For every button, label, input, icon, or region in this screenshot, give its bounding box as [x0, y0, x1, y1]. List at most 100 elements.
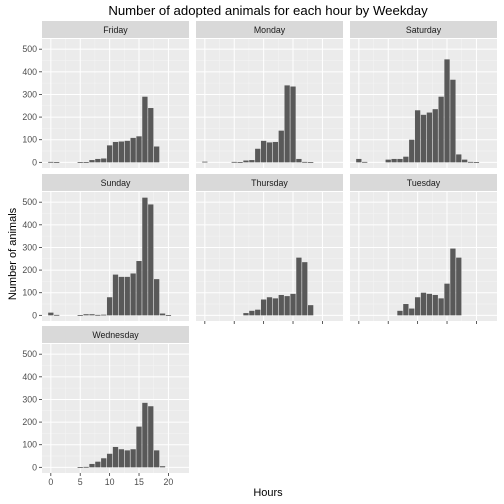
- bar-friday-16: [142, 96, 148, 163]
- bar-wednesday-13: [124, 450, 130, 468]
- bar-monday-18: [308, 162, 314, 163]
- bar-monday-0: [202, 161, 208, 163]
- y-tick-label: 100: [22, 135, 37, 145]
- bar-tuesday-12: [426, 293, 433, 316]
- bar-saturday-8: [403, 156, 409, 163]
- y-tick-label: 100: [22, 288, 37, 298]
- bar-sunday-1: [54, 314, 60, 316]
- facet-wednesday: Wednesday 0 100 200 300 400 500 0 5 10 15 20: [22, 326, 189, 487]
- y-tick-label: 300: [22, 89, 37, 99]
- y-tick-label: 300: [22, 394, 37, 404]
- strip-label-thursday: Thursday: [251, 178, 288, 188]
- bar-wednesday-18: [154, 450, 160, 468]
- bar-friday-17: [148, 108, 154, 163]
- bar-sunday-10: [106, 297, 113, 316]
- bar-saturday-9: [409, 139, 415, 163]
- bar-wednesday-8: [95, 461, 101, 468]
- bar-friday-9: [101, 158, 107, 163]
- bar-wednesday-9: [101, 458, 107, 468]
- bar-tuesday-17: [456, 257, 462, 316]
- bar-friday-15: [136, 136, 142, 163]
- bar-friday-13: [124, 140, 130, 163]
- bar-monday-9: [255, 148, 261, 163]
- bar-thursday-15: [290, 293, 296, 316]
- bar-wednesday-7: [89, 463, 95, 468]
- bar-saturday-16: [450, 79, 456, 163]
- strip-friday: [42, 21, 189, 38]
- bar-friday-5: [77, 162, 83, 163]
- bar-thursday-9: [255, 309, 261, 316]
- bar-saturday-7: [397, 158, 403, 163]
- bar-wednesday-11: [112, 446, 119, 468]
- strip-monday: [196, 21, 343, 38]
- bar-tuesday-8: [403, 304, 409, 316]
- bar-sunday-16: [142, 197, 148, 316]
- y-tick-label: 500: [22, 197, 37, 207]
- strip-label-tuesday: Tuesday: [407, 178, 441, 188]
- bar-saturday-15: [444, 59, 450, 163]
- bar-sunday-13: [124, 276, 130, 316]
- strip-thursday: [196, 174, 343, 191]
- x-tick-label: 10: [105, 477, 115, 487]
- bar-thursday-16: [296, 257, 302, 316]
- bar-sunday-18: [154, 279, 160, 316]
- strip-tuesday: [350, 174, 497, 191]
- bar-thursday-11: [266, 297, 273, 316]
- bar-tuesday-13: [432, 294, 438, 316]
- y-tick-label: 300: [22, 242, 37, 252]
- bar-thursday-18: [308, 305, 314, 316]
- bar-monday-16: [296, 158, 302, 163]
- bar-saturday-14: [438, 96, 444, 163]
- bar-sunday-5: [77, 315, 83, 316]
- bar-monday-14: [284, 85, 290, 163]
- bar-saturday-6: [391, 158, 397, 163]
- bar-monday-5: [231, 161, 237, 163]
- bar-thursday-14: [284, 296, 290, 316]
- facet-sunday: Sunday 0 100 200 300 400 500: [22, 174, 189, 321]
- bar-saturday-13: [432, 109, 438, 163]
- bar-friday-1: [54, 162, 60, 163]
- bar-wednesday-10: [106, 453, 113, 468]
- bar-saturday-12: [426, 112, 433, 163]
- bar-saturday-5: [385, 159, 391, 163]
- x-tick-label: 20: [164, 477, 174, 487]
- bar-sunday-0: [48, 312, 54, 316]
- bar-saturday-18: [462, 159, 468, 163]
- bar-tuesday-16: [450, 248, 456, 316]
- bar-wednesday-15: [136, 426, 142, 468]
- bar-sunday-9: [101, 314, 107, 316]
- bar-saturday-10: [414, 110, 421, 163]
- strip-label-friday: Friday: [103, 25, 128, 35]
- bar-wednesday-19: [159, 466, 166, 468]
- bar-sunday-20: [165, 315, 172, 316]
- bar-tuesday-9: [409, 308, 415, 316]
- bar-friday-11: [112, 141, 119, 163]
- bar-thursday-17: [302, 262, 308, 316]
- bar-saturday-11: [420, 114, 427, 163]
- y-tick-label: 0: [32, 310, 37, 320]
- bar-monday-12: [272, 141, 279, 163]
- bar-monday-7: [243, 160, 249, 163]
- bar-wednesday-6: [83, 466, 89, 468]
- bar-saturday-0: [356, 158, 362, 163]
- strip-sunday: [42, 174, 189, 191]
- chart-title: Number of adopted animals for each hour …: [108, 3, 428, 18]
- bar-friday-8: [95, 158, 101, 163]
- bar-friday-6: [83, 162, 89, 163]
- x-axis-title: Hours: [253, 487, 283, 499]
- bar-thursday-13: [278, 294, 284, 316]
- bar-monday-6: [237, 162, 243, 163]
- strip-label-sunday: Sunday: [101, 178, 131, 188]
- y-tick-label: 200: [22, 417, 37, 427]
- x-tick-label: 5: [78, 477, 83, 487]
- y-tick-label: 200: [22, 265, 37, 275]
- facet-tuesday: Tuesday: [350, 174, 497, 324]
- bar-thursday-7: [243, 313, 249, 316]
- bar-thursday-8: [249, 310, 255, 316]
- y-tick-label: 500: [22, 44, 37, 54]
- bar-sunday-7: [89, 314, 95, 316]
- y-tick-label: 0: [32, 157, 37, 167]
- facet-saturday: Saturday: [350, 21, 497, 168]
- facet-monday: Monday: [196, 21, 343, 168]
